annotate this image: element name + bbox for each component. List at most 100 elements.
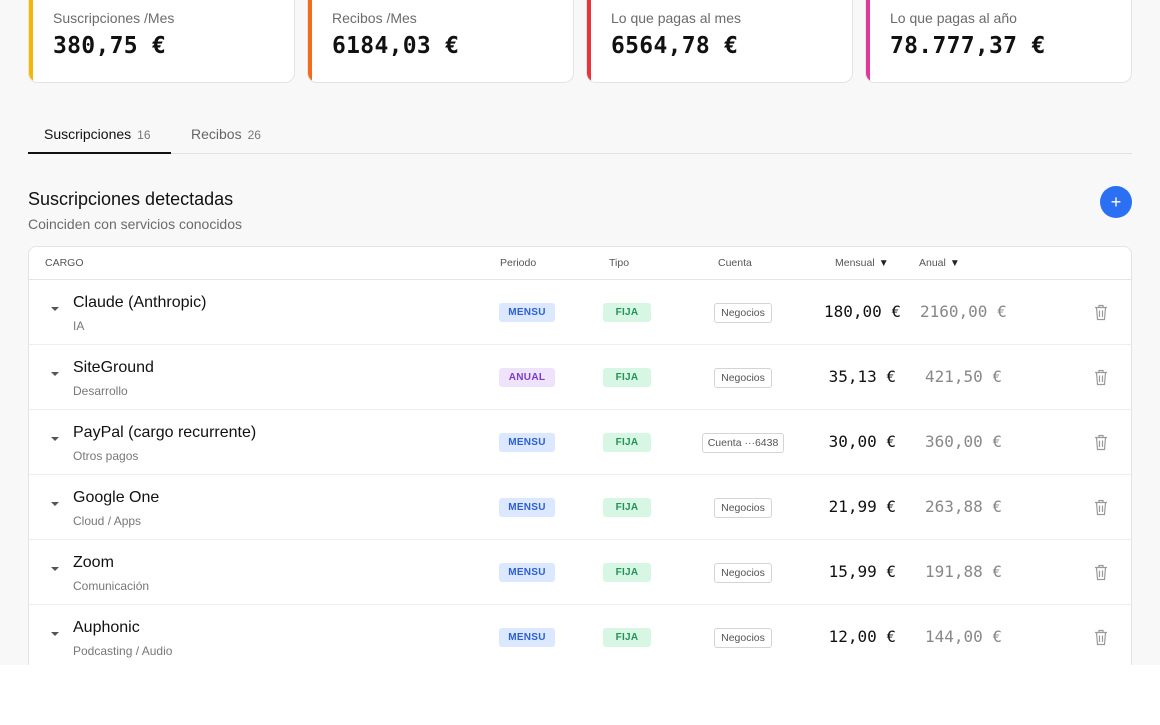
row-name: SiteGround bbox=[73, 359, 154, 376]
stat-value: 78.777,37 € bbox=[890, 33, 1046, 59]
row-annual: 144,00 € bbox=[925, 627, 1003, 646]
stat-value: 6184,03 € bbox=[332, 33, 460, 59]
row-monthly: 15,99 € bbox=[828, 562, 896, 581]
stat-label: Recibos /Mes bbox=[332, 10, 417, 26]
stats-cards: Suscripciones /Mes 380,75 € Recibos /Mes… bbox=[28, 0, 1132, 83]
header-anual-label: Anual bbox=[919, 257, 946, 269]
stat-card-receipts-month: Recibos /Mes 6184,03 € bbox=[307, 0, 574, 83]
periodo-badge: ANUAL bbox=[499, 368, 555, 387]
tab-count: 16 bbox=[137, 128, 151, 142]
trash-icon[interactable] bbox=[1094, 499, 1108, 516]
periodo-badge: MENSU bbox=[499, 498, 555, 517]
header-mensual-label: Mensual bbox=[835, 257, 875, 269]
row-category: Podcasting / Audio bbox=[73, 644, 173, 658]
row-name: PayPal (cargo recurrente) bbox=[73, 424, 257, 441]
row-annual: 191,88 € bbox=[925, 562, 1003, 581]
row-annual: 263,88 € bbox=[925, 497, 1003, 516]
stat-accent bbox=[308, 0, 312, 82]
row-annual: 360,00 € bbox=[925, 432, 1003, 451]
row-name: Zoom bbox=[73, 554, 114, 571]
stat-accent bbox=[29, 0, 33, 82]
trash-icon[interactable] bbox=[1094, 434, 1108, 451]
tab-label: Recibos bbox=[191, 126, 242, 142]
header-periodo: Periodo bbox=[500, 257, 537, 269]
subscriptions-table: CARGO Periodo Tipo Cuenta Mensual ▼ Anual… bbox=[28, 246, 1132, 665]
table-row: SiteGround Desarrollo ANUAL FIJA Negocio… bbox=[29, 345, 1131, 410]
periodo-badge: MENSU bbox=[499, 628, 555, 647]
expand-caret-icon[interactable] bbox=[51, 437, 59, 441]
tab-bar: Suscripciones 16 Recibos 26 bbox=[28, 116, 1132, 154]
tipo-badge: FIJA bbox=[603, 368, 651, 387]
sort-desc-icon: ▼ bbox=[949, 258, 960, 269]
tab-label: Suscripciones bbox=[44, 126, 132, 142]
trash-icon[interactable] bbox=[1094, 564, 1108, 581]
app-viewport: Suscripciones /Mes 380,75 € Recibos /Mes… bbox=[28, 0, 1132, 665]
header-cuenta: Cuenta bbox=[718, 257, 752, 269]
table-row: Google One Cloud / Apps MENSU FIJA Negoc… bbox=[29, 475, 1131, 540]
row-category: IA bbox=[73, 319, 85, 333]
periodo-badge: MENSU bbox=[499, 433, 555, 452]
tipo-badge: FIJA bbox=[603, 498, 651, 517]
stat-label: Lo que pagas al mes bbox=[611, 10, 741, 26]
row-monthly: 35,13 € bbox=[828, 367, 896, 386]
tab-count: 26 bbox=[247, 128, 261, 142]
expand-caret-icon[interactable] bbox=[51, 632, 59, 636]
expand-caret-icon[interactable] bbox=[51, 372, 59, 376]
stat-card-subscriptions-month: Suscripciones /Mes 380,75 € bbox=[28, 0, 295, 83]
account-badge: Negocios bbox=[714, 303, 772, 323]
stat-value: 380,75 € bbox=[53, 33, 167, 59]
periodo-badge: MENSU bbox=[499, 563, 555, 582]
section-subtitle: Coinciden con servicios conocidos bbox=[28, 216, 242, 232]
table-header: CARGO Periodo Tipo Cuenta Mensual ▼ Anual… bbox=[29, 247, 1131, 280]
row-monthly: 30,00 € bbox=[828, 432, 896, 451]
expand-caret-icon[interactable] bbox=[51, 567, 59, 571]
header-cargo: CARGO bbox=[45, 257, 84, 269]
account-badge: Cuenta ···6438 bbox=[702, 433, 784, 453]
header-anual[interactable]: Anual ▼ bbox=[919, 257, 960, 269]
tipo-badge: FIJA bbox=[603, 303, 651, 322]
account-badge: Negocios bbox=[714, 563, 772, 583]
tab-subscriptions[interactable]: Suscripciones 16 bbox=[28, 116, 171, 154]
row-name: Claude (Anthropic) bbox=[73, 294, 207, 311]
table-row: PayPal (cargo recurrente) Otros pagos ME… bbox=[29, 410, 1131, 475]
stat-card-pay-year: Lo que pagas al año 78.777,37 € bbox=[865, 0, 1132, 83]
row-annual: 2160,00 € bbox=[920, 302, 1007, 321]
row-category: Comunicación bbox=[73, 579, 150, 593]
tipo-badge: FIJA bbox=[603, 433, 651, 452]
row-name: Auphonic bbox=[73, 619, 140, 636]
header-mensual[interactable]: Mensual ▼ bbox=[835, 257, 889, 269]
row-category: Otros pagos bbox=[73, 449, 139, 463]
add-subscription-button[interactable]: + bbox=[1100, 186, 1132, 218]
section-title: Suscripciones detectadas bbox=[28, 189, 234, 209]
row-annual: 421,50 € bbox=[925, 367, 1003, 386]
stat-accent bbox=[866, 0, 870, 82]
stat-accent bbox=[587, 0, 591, 82]
row-category: Desarrollo bbox=[73, 384, 128, 398]
table-row: Auphonic Podcasting / Audio MENSU FIJA N… bbox=[29, 605, 1131, 665]
trash-icon[interactable] bbox=[1094, 304, 1108, 321]
row-monthly: 180,00 € bbox=[823, 302, 901, 321]
stat-label: Suscripciones /Mes bbox=[53, 10, 175, 26]
expand-caret-icon[interactable] bbox=[51, 307, 59, 311]
sort-desc-icon: ▼ bbox=[878, 258, 889, 269]
expand-caret-icon[interactable] bbox=[51, 502, 59, 506]
tipo-badge: FIJA bbox=[603, 628, 651, 647]
stat-card-pay-month: Lo que pagas al mes 6564,78 € bbox=[586, 0, 853, 83]
row-monthly: 12,00 € bbox=[828, 627, 896, 646]
row-monthly: 21,99 € bbox=[828, 497, 896, 516]
stat-value: 6564,78 € bbox=[611, 33, 739, 59]
account-badge: Negocios bbox=[714, 498, 772, 518]
tipo-badge: FIJA bbox=[603, 563, 651, 582]
header-tipo: Tipo bbox=[609, 257, 630, 269]
periodo-badge: MENSU bbox=[499, 303, 555, 322]
table-row: Claude (Anthropic) IA MENSU FIJA Negocio… bbox=[29, 280, 1131, 345]
table-row: Zoom Comunicación MENSU FIJA Negocios 15… bbox=[29, 540, 1131, 605]
account-badge: Negocios bbox=[714, 368, 772, 388]
stat-label: Lo que pagas al año bbox=[890, 10, 1017, 26]
trash-icon[interactable] bbox=[1094, 629, 1108, 646]
row-category: Cloud / Apps bbox=[73, 514, 142, 528]
account-badge: Negocios bbox=[714, 628, 772, 648]
row-name: Google One bbox=[73, 489, 160, 506]
trash-icon[interactable] bbox=[1094, 369, 1108, 386]
tab-receipts[interactable]: Recibos 26 bbox=[191, 116, 291, 154]
